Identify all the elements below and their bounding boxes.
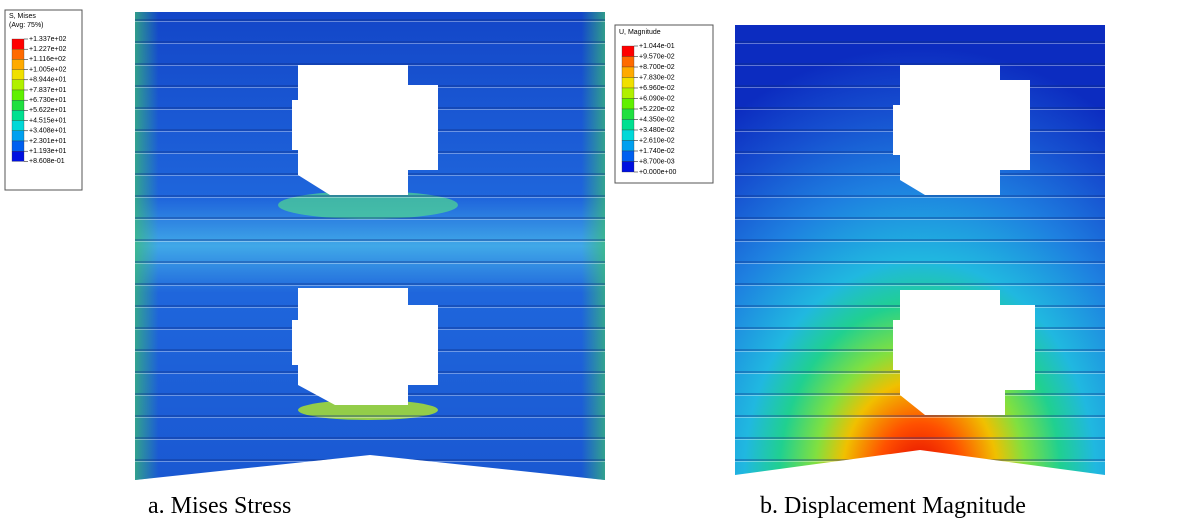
legend-swatch <box>12 121 24 131</box>
legend-label: +5.220e-02 <box>639 106 675 113</box>
legend-b: U, Magnitude +1.044e-01 +9.570e-02 +8.700e-… <box>615 25 713 183</box>
legend-swatch <box>12 110 24 120</box>
legend-swatch <box>622 88 634 99</box>
legend-label: +8.700e-03 <box>639 158 675 165</box>
legend-swatch <box>622 78 634 89</box>
legend-title: S, Mises <box>9 13 36 20</box>
legend-label: +1.116e+02 <box>29 56 66 63</box>
legend-label: +0.000e+00 <box>639 169 676 176</box>
legend-swatch <box>12 70 24 80</box>
legend-label: +7.830e-02 <box>639 74 675 81</box>
legend-swatch <box>622 57 634 68</box>
legend-swatch <box>622 141 634 152</box>
legend-title: (Avg: 75%) <box>9 22 44 29</box>
legend-swatch <box>622 109 634 120</box>
legend-label: +9.570e-02 <box>639 53 675 60</box>
legend-label: +1.227e+02 <box>29 46 66 53</box>
legend-swatch <box>622 46 634 57</box>
legend-a: S, Mises (Avg: 75%) +1.337e+02 +1.227e+02 +1… <box>5 10 82 190</box>
legend-swatch <box>12 49 24 59</box>
legend-swatch <box>12 90 24 100</box>
legend-swatch <box>622 162 634 173</box>
legend-label: +2.301e+01 <box>29 138 66 145</box>
legend-swatch <box>622 120 634 131</box>
legend-label: +1.044e-01 <box>639 43 675 50</box>
legend-label: +1.193e+01 <box>29 148 66 155</box>
legend-label: +6.960e-02 <box>639 85 675 92</box>
legend-label: +3.480e-02 <box>639 127 675 134</box>
legend-label: +3.408e+01 <box>29 128 66 135</box>
legend-label: +1.740e-02 <box>639 148 675 155</box>
figure: S, Mises (Avg: 75%) +1.337e+02 +1.227e+02 +1… <box>0 0 1186 523</box>
legend-label: +6.090e-02 <box>639 95 675 102</box>
legend-swatch <box>12 151 24 161</box>
legend-label: +8.608e-01 <box>29 158 65 165</box>
legend-swatch <box>12 131 24 141</box>
legend-swatch <box>12 80 24 90</box>
contour-plot-a <box>135 12 605 480</box>
legend-swatch <box>12 39 24 49</box>
legend-label: +8.700e-02 <box>639 64 675 71</box>
legend-swatch <box>622 151 634 162</box>
legend-swatch <box>12 59 24 69</box>
page: {"panels": [ {"legend": {"title": ["S, M… <box>0 0 1186 523</box>
legend-swatch <box>12 100 24 110</box>
contour-plot-b <box>735 25 1105 475</box>
legend-label: +2.610e-02 <box>639 137 675 144</box>
legend-label: +5.622e+01 <box>29 107 66 114</box>
legend-label: +6.730e+01 <box>29 97 66 104</box>
legend-title: U, Magnitude <box>619 29 661 36</box>
legend-label: +7.837e+01 <box>29 87 66 94</box>
legend-label: +1.337e+02 <box>29 36 66 43</box>
legend-label: +4.350e-02 <box>639 116 675 123</box>
legend-swatch <box>622 99 634 110</box>
caption: b. Displacement Magnitude <box>760 493 1026 519</box>
legend-swatch <box>622 67 634 78</box>
legend-label: +1.005e+02 <box>29 66 66 73</box>
legend-swatch <box>12 141 24 151</box>
caption: a. Mises Stress <box>148 493 291 519</box>
legend-label: +8.944e+01 <box>29 77 66 84</box>
legend-label: +4.515e+01 <box>29 117 66 124</box>
legend-swatch <box>622 130 634 141</box>
